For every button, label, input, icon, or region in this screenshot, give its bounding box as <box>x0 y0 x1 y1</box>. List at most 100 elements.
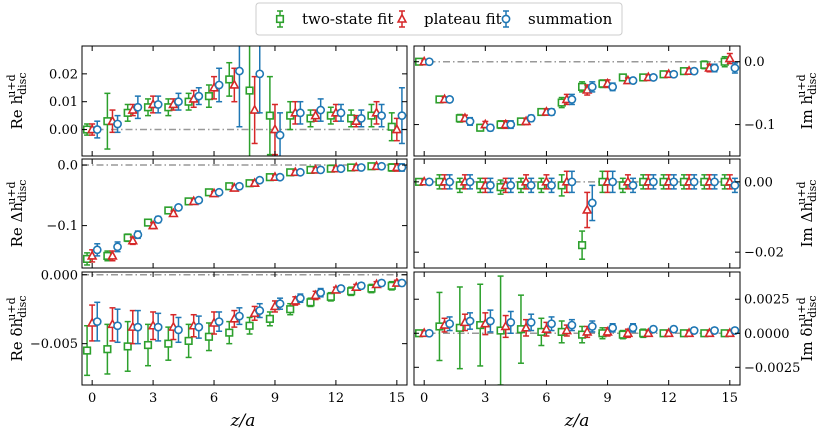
data-point <box>204 92 214 101</box>
data-point <box>127 234 139 245</box>
data-point <box>245 321 254 330</box>
data-series-group <box>414 170 740 260</box>
x-tick-label: 9 <box>603 391 611 406</box>
data-point <box>229 79 240 89</box>
y-tick-label: 0.01 <box>49 95 78 110</box>
data-point <box>567 177 577 187</box>
data-point <box>710 326 719 335</box>
data-point <box>608 323 618 333</box>
panel-im-delta-small-h: 0 3 6 9 12 15 −0.0025 0.0000 0.0025 Im δhdiscu+d <box>413 271 819 406</box>
data-point <box>506 317 516 327</box>
data-point <box>225 75 234 84</box>
data-point <box>316 105 326 115</box>
data-point <box>486 180 495 190</box>
data-point <box>689 66 699 76</box>
data-point <box>643 327 654 338</box>
data-point <box>153 322 163 332</box>
data-point <box>184 336 193 346</box>
data-point <box>577 241 587 250</box>
data-point <box>295 108 305 118</box>
data-point <box>336 108 346 118</box>
legend-marker-circle <box>501 14 511 24</box>
data-point <box>265 314 274 323</box>
data-point <box>295 167 305 177</box>
data-point <box>204 332 214 341</box>
y-tick-label: 0.00 <box>49 123 78 138</box>
y-tick-label: 0.02 <box>49 67 78 82</box>
y-axis-label: Re Δhdiscu+d <box>5 180 29 248</box>
data-point <box>581 204 593 214</box>
data-point <box>689 326 699 335</box>
panel-frame <box>81 271 408 386</box>
legend-frame <box>255 2 623 36</box>
data-point <box>275 130 285 140</box>
data-point <box>397 278 407 288</box>
data-point <box>133 230 143 240</box>
data-point <box>316 165 326 175</box>
data-point <box>249 104 260 114</box>
panel-frame <box>413 158 741 269</box>
x-tick-label: 0 <box>420 391 428 406</box>
legend: two-state fit plateau fit summation <box>255 2 623 36</box>
data-point <box>669 324 679 334</box>
data-point <box>602 326 613 336</box>
data-point <box>168 207 179 218</box>
legend-marker-two-state <box>275 10 285 28</box>
data-point <box>235 66 244 76</box>
data-point <box>663 327 674 338</box>
y-axis-label: Im δhdiscu+d <box>795 296 819 362</box>
data-point <box>397 111 407 121</box>
data-point <box>520 321 532 332</box>
data-point <box>255 69 265 79</box>
data-point <box>92 317 102 327</box>
x-tick-label: 12 <box>660 391 677 406</box>
data-point <box>356 163 366 172</box>
legend-label-two-state: two-state fit <box>302 10 393 28</box>
legend-label-plateau: plateau fit <box>424 10 502 28</box>
data-point <box>567 95 577 104</box>
data-point <box>143 340 153 350</box>
legend-marker-plateau <box>396 10 408 28</box>
data-point <box>295 293 305 303</box>
x-tick-label: 15 <box>389 391 406 406</box>
legend-marker-summation <box>501 10 511 28</box>
data-point <box>622 327 634 338</box>
y-axis-label: Im hdiscu+d <box>795 73 819 130</box>
data-series-group <box>82 277 407 377</box>
data-point <box>225 328 234 337</box>
x-axis-label-left: z/a <box>230 411 256 431</box>
y-axis-label: Im Δhdiscu+d <box>795 180 819 248</box>
data-point <box>526 317 536 327</box>
data-point <box>455 323 464 332</box>
data-point <box>174 325 183 335</box>
data-point <box>153 215 163 224</box>
data-point <box>547 319 556 329</box>
data-point <box>628 76 638 85</box>
data-point <box>500 320 511 331</box>
data-point <box>174 97 183 107</box>
data-point <box>526 113 536 123</box>
data-point <box>113 242 122 252</box>
data-point <box>561 324 573 335</box>
data-point <box>194 195 204 205</box>
data-point <box>669 69 679 79</box>
data-point <box>649 324 658 334</box>
data-point <box>424 57 434 67</box>
data-point <box>628 180 638 190</box>
data-point <box>103 345 112 354</box>
data-point <box>608 177 618 187</box>
legend-entry-summation: summation <box>501 10 613 28</box>
data-point <box>567 320 577 330</box>
data-point <box>730 326 740 335</box>
data-point <box>316 288 326 298</box>
y-axis-label: Re δhdiscu+d <box>5 295 29 361</box>
x-axis-label-right: z/a <box>564 411 590 431</box>
data-point <box>608 82 618 92</box>
data-point <box>265 111 274 120</box>
data-point <box>730 63 740 73</box>
data-point <box>214 187 224 197</box>
data-point <box>710 177 719 187</box>
x-tick-label: 12 <box>328 391 345 406</box>
data-point <box>147 219 159 230</box>
